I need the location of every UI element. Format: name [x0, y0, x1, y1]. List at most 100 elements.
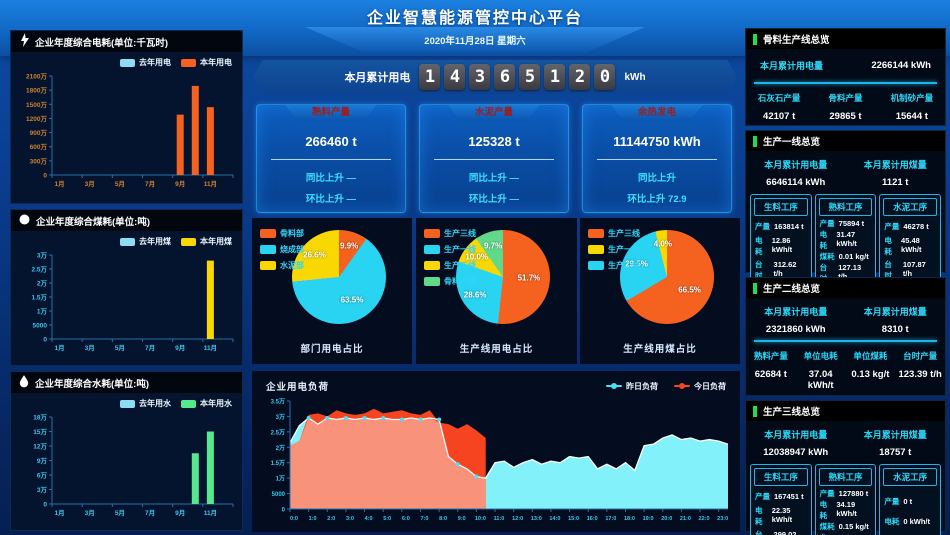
process-metric-value: 22.35 kWh/t — [771, 505, 793, 524]
svg-text:7:0: 7:0 — [420, 516, 428, 522]
panel-yearly-power-header: 企业年度综合电耗(单位:千瓦时) — [11, 31, 242, 52]
svg-text:3.5万: 3.5万 — [271, 399, 285, 406]
pie-slice-label: 28.6% — [463, 290, 487, 300]
pie-legend-item-生产三线[interactable]: 生产三线 — [588, 228, 640, 239]
panel-body: 本月累计用电量 6646114 kWh 本月累计用煤量 1121 t 生料工序产… — [746, 151, 945, 292]
svg-text:900万: 900万 — [30, 129, 48, 137]
kpi-yoy: 同比上升 — — [468, 173, 520, 184]
svg-text:7月: 7月 — [145, 509, 155, 517]
pie-slice-label: 10.0% — [465, 252, 489, 262]
legend-label: 水泥部 — [280, 261, 304, 270]
load-legend-item-今日负荷[interactable]: 今日负荷 — [674, 381, 726, 392]
pie-legend-item-生产二线[interactable]: 生产二线 — [588, 260, 640, 271]
svg-text:17:0: 17:0 — [605, 516, 616, 522]
svg-text:7月: 7月 — [145, 344, 155, 352]
counter-digit: 1 — [419, 64, 441, 90]
process-metric-value: 31.47 kWh/t — [836, 230, 857, 248]
process-row: 台时 312.62 t/h — [755, 259, 807, 281]
divider — [271, 159, 391, 160]
stat-value: 2266144 kWh — [871, 60, 931, 71]
pie-circle — [456, 230, 550, 324]
svg-text:2:0: 2:0 — [327, 516, 335, 522]
process-metric-value: 167451 t — [774, 491, 804, 501]
counter-digit: 2 — [569, 64, 591, 90]
process-card-水泥工序: 水泥工序 产量 46278 t 电耗 45.48 kWh/t 台时 107.87 t/h — [879, 194, 942, 288]
stat-value: 1121 t — [882, 177, 909, 188]
process-metric-value: 312.62 t/h — [773, 260, 797, 279]
stat-label: 本月累计用电量 — [764, 160, 828, 170]
legend-label: 本年用水 — [200, 399, 232, 408]
pie-chart-line-power: 51.7% 28.6% 10.0% 9.7% — [456, 230, 550, 324]
process-metric-value: 0.15 kg/t — [838, 522, 869, 531]
pie-legend-item-水泥部[interactable]: 水泥部 — [260, 260, 304, 271]
svg-text:11月: 11月 — [204, 344, 217, 352]
process-metric-value: 12.86 kWh/t — [771, 235, 793, 254]
green-bar-icon — [753, 282, 757, 294]
stat-value: 0.13 kg/t — [851, 369, 890, 380]
pie-legend-item-生产二线[interactable]: 生产二线 — [424, 260, 476, 271]
pie-legend-item-骨料部[interactable]: 骨料部 — [260, 228, 304, 239]
legend-item-本年用电[interactable]: 本年用电 — [181, 57, 232, 68]
process-title: 生料工序 — [754, 468, 808, 486]
svg-text:5月: 5月 — [115, 509, 125, 517]
svg-text:2.5万: 2.5万 — [31, 266, 47, 274]
process-row: 产量 167451 t — [755, 491, 807, 502]
stat-label: 单位电耗 — [803, 351, 838, 361]
svg-text:9月: 9月 — [175, 509, 185, 517]
svg-text:1:0: 1:0 — [309, 516, 317, 522]
pie-legend-item-生产一线[interactable]: 生产一线 — [588, 244, 640, 255]
process-row: 电耗 12.86 kWh/t — [755, 235, 807, 257]
process-row: 电耗 22.35 kWh/t — [755, 505, 807, 527]
process-metric-label: 台时 — [820, 532, 835, 535]
panel-yearly-coal-header: 企业年度综合煤耗(单位:吨) — [11, 210, 242, 231]
legend-item-去年用水[interactable]: 去年用水 — [120, 398, 171, 409]
legend-item-本年用煤[interactable]: 本年用煤 — [181, 236, 232, 247]
kpi-card-title: 余热发电 — [611, 105, 703, 121]
process-row: 产量 75894 t — [820, 218, 872, 229]
svg-text:8:0: 8:0 — [439, 516, 447, 522]
process-metric-value: 45.48 kWh/t — [901, 235, 922, 254]
legend-label: 生产一线 — [608, 245, 640, 254]
legend-label: 昨日负荷 — [626, 381, 658, 391]
divider — [434, 159, 554, 160]
legend-item-本年用水[interactable]: 本年用水 — [181, 398, 232, 409]
process-metric-value: 0 t — [903, 497, 913, 507]
stat-label: 本月累计用煤量 — [863, 160, 927, 170]
process-row: 电耗 34.19 kWh/t — [820, 499, 872, 521]
pie-legend-item-骨料产线[interactable]: 骨料产线 — [424, 276, 476, 287]
legend-item-去年用电[interactable]: 去年用电 — [120, 57, 171, 68]
kpi-card-title: 水泥产量 — [448, 105, 540, 121]
svg-text:12:0: 12:0 — [512, 516, 523, 522]
stat-value: 15644 t — [895, 111, 928, 122]
pie-legend-item-生产三线[interactable]: 生产三线 — [424, 228, 476, 239]
legend-item-去年用煤[interactable]: 去年用煤 — [120, 236, 171, 247]
svg-text:16:0: 16:0 — [587, 516, 598, 522]
svg-text:0:0: 0:0 — [290, 516, 298, 522]
stat-row: 本月累计用电量 2266144 kWh — [746, 49, 945, 82]
svg-text:6万: 6万 — [37, 472, 48, 480]
pie-legend-item-烧成部[interactable]: 烧成部 — [260, 244, 304, 255]
process-row: 电耗 0 kWh/t — [884, 516, 936, 527]
load-legend-item-昨日负荷[interactable]: 昨日负荷 — [606, 381, 658, 392]
legend-label: 去年用水 — [139, 399, 171, 408]
process-metric-value: 127880 t — [838, 489, 869, 498]
stat-value: 37.04 kWh/t — [807, 369, 834, 391]
kpi-card-title: 熟料产量 — [285, 105, 377, 121]
counter-digit: 0 — [594, 64, 616, 90]
process-row: 台时 107.87 t/h — [884, 259, 936, 281]
stat: 本月累计用煤量 1121 t — [846, 158, 946, 188]
date-banner: 2020年11月28日 星期六 — [305, 27, 645, 52]
counter-unit: kWh — [624, 71, 646, 83]
svg-text:3万: 3万 — [37, 252, 48, 260]
svg-text:5000: 5000 — [33, 323, 48, 330]
process-metric-label: 产量 — [819, 219, 835, 228]
pie-legend-item-生产一线[interactable]: 生产一线 — [424, 244, 476, 255]
panel-title: 骨料生产线总览 — [763, 35, 830, 46]
pie-panel-dept-power: 骨料部 烧成部 水泥部 9.9% 63.5% 26.6% 部门用电占比 — [252, 218, 412, 364]
stat-value: 12038947 kWh — [763, 447, 829, 458]
process-rows: 产量 167451 t 电耗 22.35 kWh/t 台时 299.02 t/h — [751, 487, 811, 535]
svg-text:2万: 2万 — [276, 445, 285, 452]
panel-body: 本月累计用电量 12038947 kWh 本月累计用煤量 18757 t 生料工… — [746, 421, 945, 535]
stat-label: 本月累计用电量 — [764, 307, 828, 317]
